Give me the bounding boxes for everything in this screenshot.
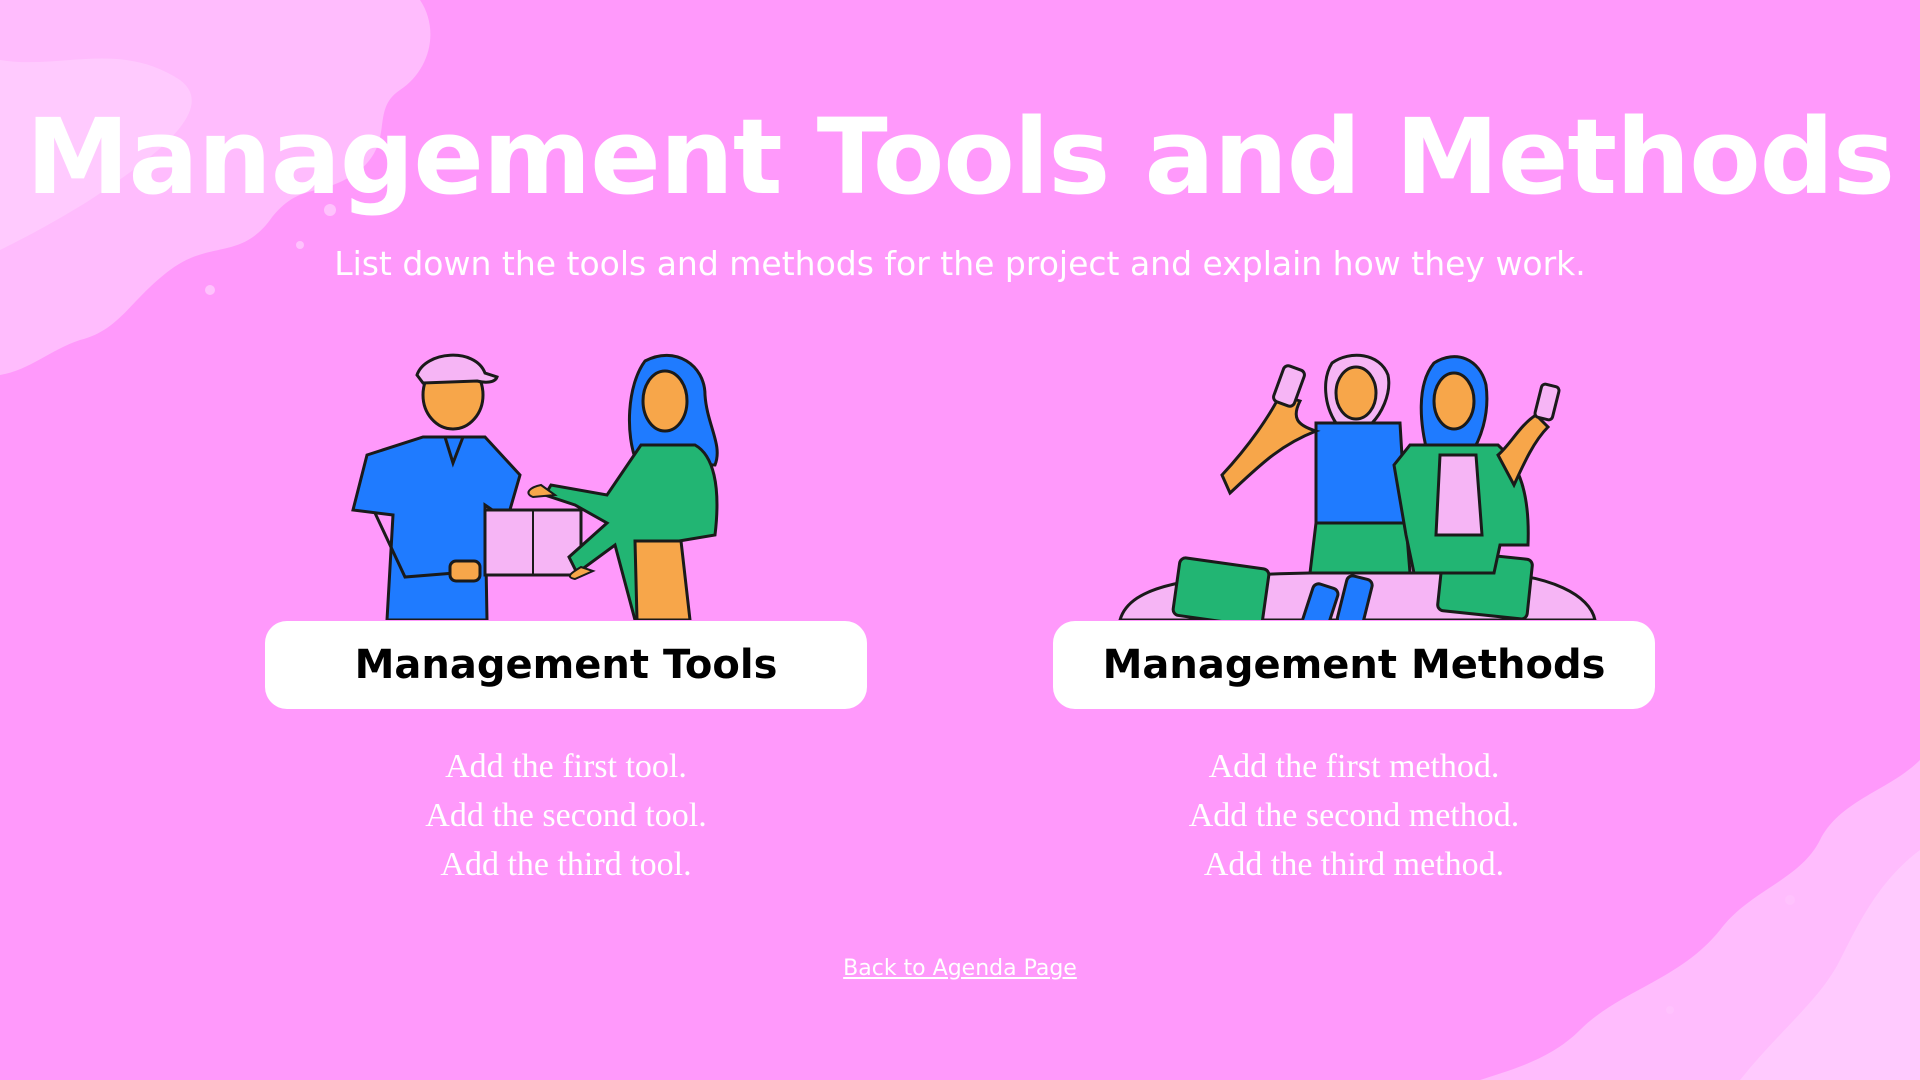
delivery-handoff-illustration xyxy=(351,353,719,620)
method-item-3: Add the third method. xyxy=(1203,846,1505,883)
back-link-container: Back to Agenda Page xyxy=(0,956,1920,981)
back-to-agenda-link[interactable]: Back to Agenda Page xyxy=(843,956,1077,981)
management-tools-heading: Management Tools xyxy=(354,642,778,688)
method-item-1: Add the first method. xyxy=(1208,748,1500,785)
page-title: Management Tools and Methods xyxy=(26,96,1895,218)
tools-list: Add the first tool. Add the second tool.… xyxy=(265,742,867,889)
tool-item-2: Add the second tool. xyxy=(425,797,707,834)
page-subtitle: List down the tools and methods for the … xyxy=(334,244,1586,283)
method-item-2: Add the second method. xyxy=(1188,797,1520,834)
women-with-phones-illustration xyxy=(1118,353,1597,620)
management-methods-card: Management Methods xyxy=(1053,621,1655,709)
management-methods-heading: Management Methods xyxy=(1102,642,1606,688)
tool-item-3: Add the third tool. xyxy=(440,846,692,883)
methods-list: Add the first method. Add the second met… xyxy=(1053,742,1655,889)
tool-item-1: Add the first tool. xyxy=(445,748,687,785)
management-tools-card: Management Tools xyxy=(265,621,867,709)
